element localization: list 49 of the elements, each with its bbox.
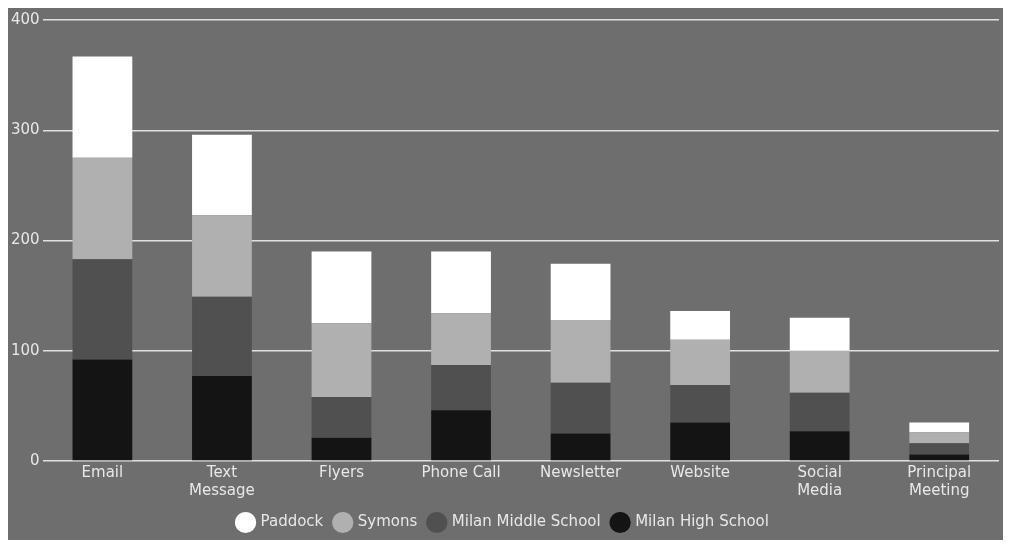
bar	[431, 410, 491, 461]
bar	[192, 215, 252, 297]
legend-label: Paddock	[260, 512, 324, 531]
bar	[670, 311, 731, 340]
bar	[431, 365, 491, 411]
bar	[192, 376, 252, 461]
bar	[909, 454, 970, 461]
bar	[909, 422, 970, 433]
x-tick-label: Social Media	[797, 462, 843, 499]
bar	[550, 382, 611, 434]
x-tick-label: Flyers	[319, 462, 365, 481]
bar	[311, 437, 372, 461]
bar	[431, 251, 491, 314]
bar	[909, 443, 970, 455]
y-tick-label: 200	[10, 230, 40, 249]
x-tick-label: Email	[81, 462, 124, 481]
bar	[909, 432, 970, 444]
bar	[72, 56, 133, 158]
bar	[550, 319, 611, 383]
bar	[550, 263, 611, 320]
bar	[311, 251, 372, 324]
bar	[72, 359, 133, 461]
x-tick-label: Text Message	[189, 462, 255, 499]
bar	[72, 259, 133, 360]
bar	[789, 350, 850, 393]
bar	[670, 339, 731, 385]
bar	[670, 422, 731, 461]
y-tick-label: 300	[10, 120, 40, 139]
bar	[789, 392, 850, 432]
bar	[72, 157, 133, 260]
legend-label: Symons	[357, 512, 418, 531]
x-tick-label: Principal Meeting	[907, 462, 972, 499]
x-tick-label: Website	[670, 462, 731, 481]
bar	[311, 323, 372, 398]
bar	[789, 431, 850, 461]
y-tick-label: 100	[10, 340, 40, 359]
bar	[670, 384, 731, 423]
legend-label: Milan High School	[635, 512, 769, 531]
x-tick-label: Newsletter	[540, 462, 622, 481]
bar	[192, 134, 252, 216]
bar	[789, 317, 850, 351]
legend-label: Milan Middle School	[451, 512, 601, 531]
bar	[431, 313, 491, 366]
y-tick-label: 400	[10, 9, 40, 28]
bar	[192, 296, 252, 377]
x-tick-label: Phone Call	[421, 462, 501, 481]
bar	[311, 397, 372, 438]
bar	[550, 433, 611, 461]
y-tick-label: 0	[30, 450, 40, 469]
